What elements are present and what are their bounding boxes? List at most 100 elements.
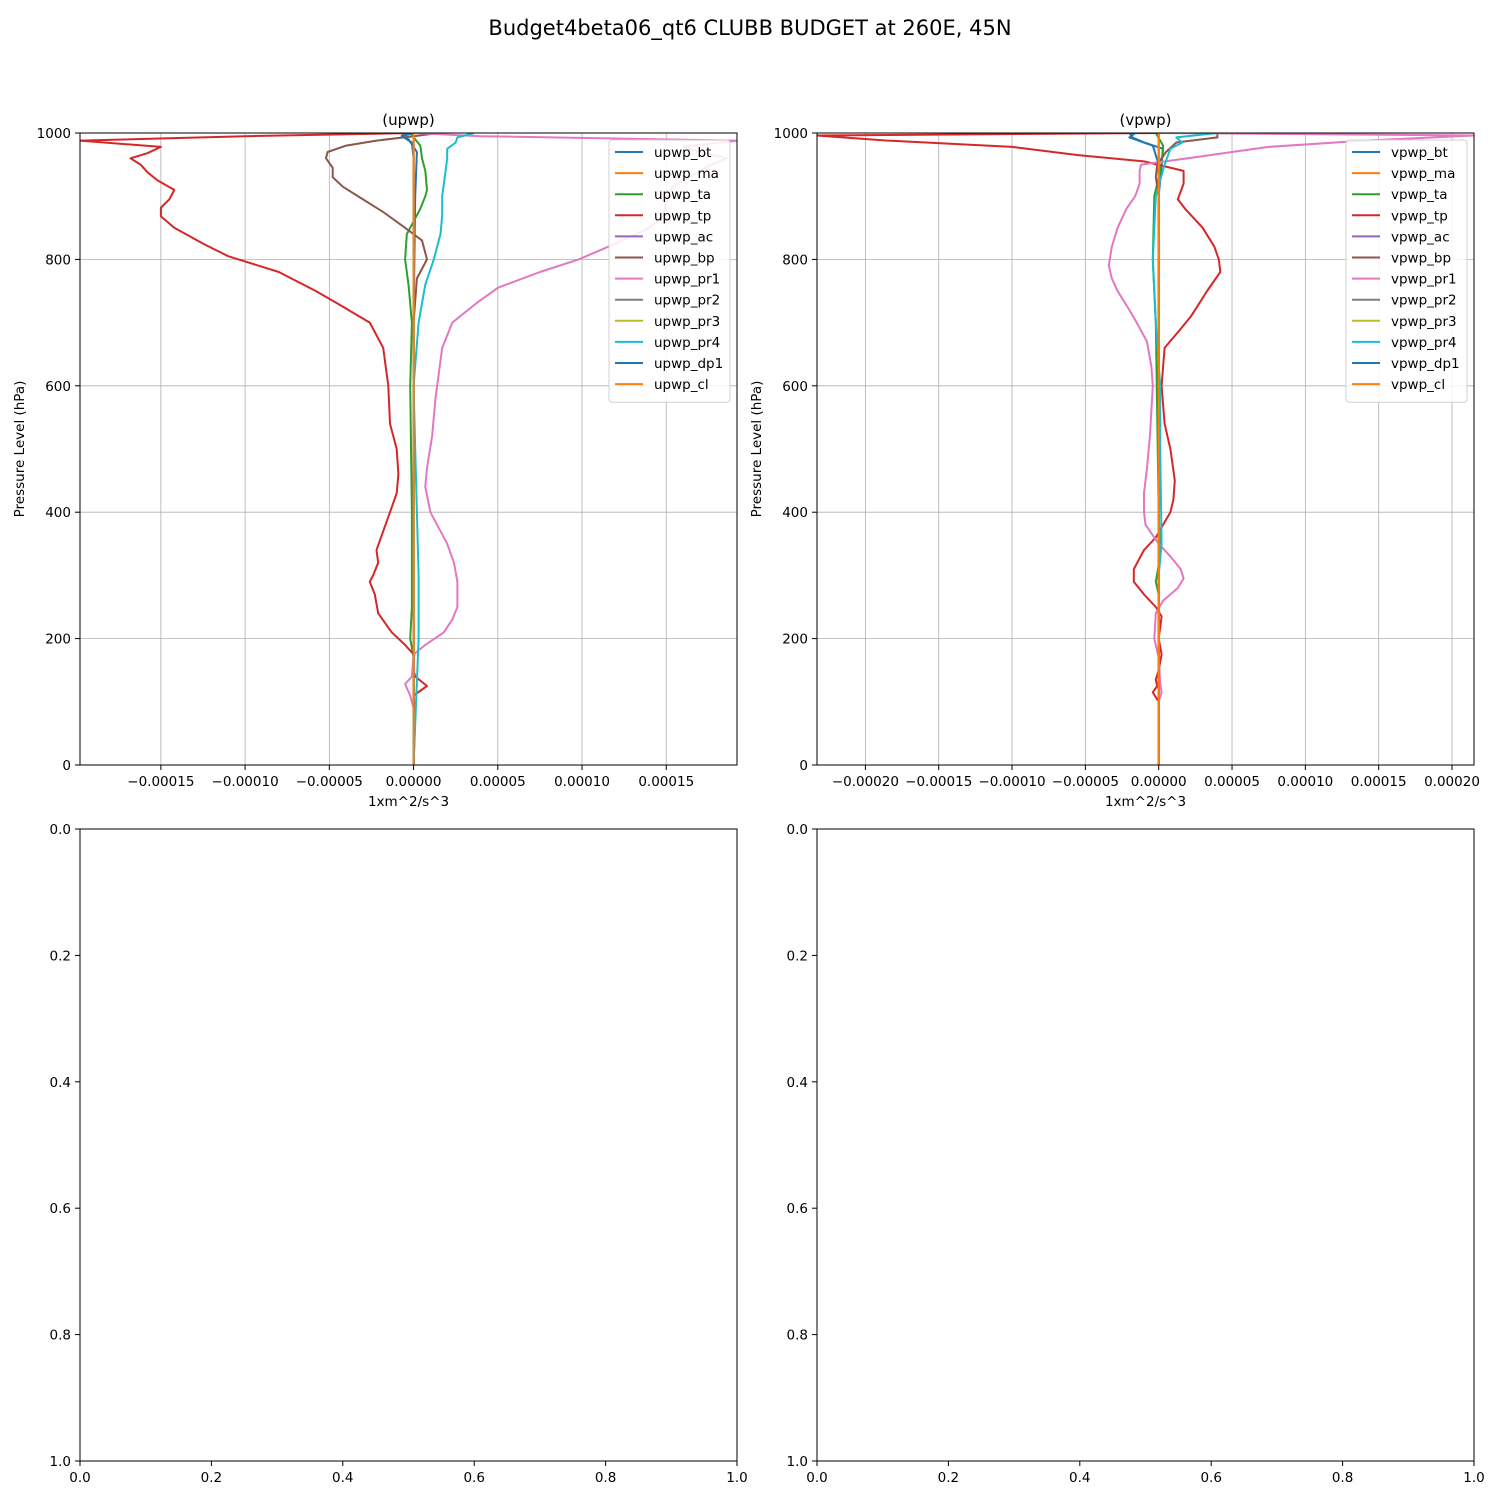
legend-label-upwp_tp: upwp_tp xyxy=(654,208,711,224)
x-tick-label: 0.00000 xyxy=(1131,774,1187,790)
legend: vpwp_bt vpwp_ma vpwp_ta vpwp_tp vpwp_ac vpwp_… xyxy=(1345,139,1468,403)
y-tick-label: 800 xyxy=(45,252,71,268)
legend-label-upwp_pr1: upwp_pr1 xyxy=(654,272,720,288)
y-tick-label: 0.8 xyxy=(787,1328,808,1344)
legend-label-upwp_bt: upwp_bt xyxy=(654,145,711,161)
y-tick-label: 1000 xyxy=(774,126,808,142)
axes-frame xyxy=(79,828,738,1462)
legend-label-upwp_ma: upwp_ma xyxy=(654,166,719,182)
x-tick-label: 1.0 xyxy=(1463,1470,1484,1486)
series-line-vpwp_tp xyxy=(817,133,1222,765)
y-tick-label: 0.6 xyxy=(50,1201,71,1217)
y-tick-label: 0 xyxy=(62,758,71,774)
legend-label-vpwp_tp: vpwp_tp xyxy=(1391,208,1448,224)
y-tick-label: 0.6 xyxy=(787,1201,808,1217)
x-tick-label: 0.4 xyxy=(332,1470,353,1486)
y-tick-label: 1.0 xyxy=(787,1454,808,1470)
y-tick-label: 0.0 xyxy=(50,822,71,838)
x-tick-label: 0.0 xyxy=(69,1470,90,1486)
y-tick-label: 0.2 xyxy=(787,948,808,964)
x-tick-label: 0.00015 xyxy=(1351,774,1407,790)
legend-label-vpwp_ac: vpwp_ac xyxy=(1391,229,1450,245)
series-group xyxy=(817,133,1474,765)
legend: upwp_bt upwp_ma upwp_ta upwp_tp upwp_ac upwp_… xyxy=(608,139,731,403)
chart-title: (vpwp) xyxy=(1120,111,1172,129)
legend-label-upwp_pr3: upwp_pr3 xyxy=(654,314,720,330)
x-tick-label: 0.00000 xyxy=(386,774,442,790)
legend-label-upwp_cl: upwp_cl xyxy=(654,377,709,393)
chart-empty-right: 0.0 0.2 0.4 0.6 0.8 1.00.00.20.40.60.81.0 xyxy=(787,822,1485,1486)
y-tick-label: 800 xyxy=(782,252,808,268)
y-tick-label: 600 xyxy=(782,379,808,395)
legend-label-vpwp_pr3: vpwp_pr3 xyxy=(1391,314,1457,330)
x-tick-label: 0.2 xyxy=(938,1470,959,1486)
legend-label-upwp_dp1: upwp_dp1 xyxy=(654,356,723,372)
series-line-upwp_tp xyxy=(80,133,428,765)
series-line-vpwp_bp xyxy=(1154,133,1219,765)
x-tick-label: 0.00020 xyxy=(1424,774,1480,790)
x-tick-label: 1.0 xyxy=(726,1470,747,1486)
x-axis-label: 1xm^2/s^3 xyxy=(1105,794,1186,810)
x-tick-label: 0.2 xyxy=(201,1470,222,1486)
x-tick-label: 0.0 xyxy=(806,1470,827,1486)
legend-label-vpwp_pr2: vpwp_pr2 xyxy=(1391,293,1457,309)
x-axis-label: 1xm^2/s^3 xyxy=(368,794,449,810)
legend-label-vpwp_bp: vpwp_bp xyxy=(1391,251,1451,267)
x-tick-label: −0.00015 xyxy=(127,774,194,790)
axes-frame xyxy=(816,132,1475,766)
series-line-upwp_bp xyxy=(325,133,439,765)
x-tick-label: 0.00005 xyxy=(470,774,526,790)
y-tick-label: 0.4 xyxy=(787,1075,808,1091)
legend-label-upwp_ta: upwp_ta xyxy=(654,187,711,203)
legend-label-vpwp_pr4: vpwp_pr4 xyxy=(1391,335,1457,351)
y-tick-label: 0.0 xyxy=(787,822,808,838)
x-tick-label: −0.00020 xyxy=(832,774,899,790)
x-tick-label: 0.4 xyxy=(1069,1470,1090,1486)
legend-label-vpwp_ma: vpwp_ma xyxy=(1391,166,1455,182)
chart-title: (upwp) xyxy=(382,111,435,129)
chart-vpwp: −0.00020 −0.00015 −0.00010 −0.00005 0.00000 0… xyxy=(749,111,1480,810)
legend-label-vpwp_dp1: vpwp_dp1 xyxy=(1391,356,1460,372)
x-tick-label: 0.6 xyxy=(463,1470,484,1486)
axes-frame xyxy=(79,132,738,766)
y-axis-label: Pressure Level (hPa) xyxy=(12,381,28,518)
x-tick-label: 0.00010 xyxy=(554,774,610,790)
x-tick-label: −0.00015 xyxy=(905,774,972,790)
y-tick-label: 0.8 xyxy=(50,1328,71,1344)
x-tick-label: 0.6 xyxy=(1200,1470,1221,1486)
y-axis-label: Pressure Level (hPa) xyxy=(749,381,765,518)
legend-box xyxy=(1345,139,1468,403)
y-tick-label: 0 xyxy=(799,758,808,774)
legend-label-upwp_pr2: upwp_pr2 xyxy=(654,293,720,309)
legend-label-vpwp_ta: vpwp_ta xyxy=(1391,187,1448,203)
x-tick-label: −0.00005 xyxy=(296,774,363,790)
y-tick-label: 200 xyxy=(45,632,71,648)
legend-label-vpwp_cl: vpwp_cl xyxy=(1391,377,1445,393)
legend-label-upwp_pr4: upwp_pr4 xyxy=(654,335,720,351)
x-tick-label: 0.00015 xyxy=(638,774,694,790)
legend-box xyxy=(608,139,731,403)
axes-frame xyxy=(816,828,1475,1462)
x-tick-label: −0.00010 xyxy=(978,774,1045,790)
y-tick-label: 400 xyxy=(782,505,808,521)
y-tick-label: 0.4 xyxy=(50,1075,71,1091)
x-tick-label: 0.00005 xyxy=(1204,774,1260,790)
figure-suptitle: Budget4beta06_qt6 CLUBB BUDGET at 260E, … xyxy=(488,16,1012,40)
legend-label-vpwp_pr1: vpwp_pr1 xyxy=(1391,272,1457,288)
y-tick-label: 200 xyxy=(782,632,808,648)
x-tick-label: 0.8 xyxy=(1332,1470,1353,1486)
y-tick-label: 1.0 xyxy=(50,1454,71,1470)
chart-empty-left: 0.0 0.2 0.4 0.6 0.8 1.00.00.20.40.60.81.0 xyxy=(50,822,748,1486)
chart-upwp: −0.00015 −0.00010 −0.00005 0.00000 0.00005 0.… xyxy=(12,111,738,810)
x-tick-label: −0.00005 xyxy=(1052,774,1119,790)
legend-label-vpwp_bt: vpwp_bt xyxy=(1391,145,1448,161)
legend-label-upwp_bp: upwp_bp xyxy=(654,251,715,267)
x-tick-label: 0.8 xyxy=(595,1470,616,1486)
legend-label-upwp_ac: upwp_ac xyxy=(654,229,713,245)
series-line-upwp_pr4 xyxy=(412,133,475,765)
series-line-upwp_ta xyxy=(404,133,428,765)
y-tick-label: 1000 xyxy=(37,126,71,142)
y-tick-label: 0.2 xyxy=(50,948,71,964)
y-tick-label: 400 xyxy=(45,505,71,521)
